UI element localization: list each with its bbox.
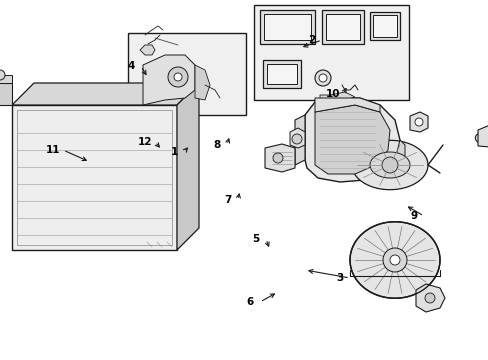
Polygon shape [294,115,305,165]
Text: 6: 6 [246,297,253,307]
Circle shape [389,255,399,265]
Polygon shape [314,105,389,174]
Polygon shape [264,144,294,172]
Text: 1: 1 [170,147,177,157]
Text: 12: 12 [138,137,152,147]
Circle shape [382,248,406,272]
Bar [369,12,399,40]
Text: 3: 3 [336,273,343,283]
Text: 7: 7 [224,195,231,205]
Bar [321,10,363,44]
Circle shape [414,118,422,126]
Polygon shape [319,92,354,100]
Polygon shape [0,75,12,83]
Polygon shape [140,45,155,55]
Text: 9: 9 [409,211,417,221]
Polygon shape [409,112,427,132]
Polygon shape [477,125,488,147]
Polygon shape [351,140,427,190]
Polygon shape [0,83,12,105]
Bar [266,64,296,84]
Text: 2: 2 [308,35,315,45]
Bar [372,15,396,37]
Polygon shape [314,98,379,112]
Bar [128,33,245,115]
Bar [253,5,408,100]
Text: 5: 5 [252,234,259,244]
Text: 8: 8 [213,140,220,150]
Circle shape [291,134,302,144]
Text: 4: 4 [127,61,134,71]
Circle shape [174,73,182,81]
Bar [264,14,310,40]
Polygon shape [12,83,199,105]
Bar [263,60,301,88]
Circle shape [424,293,434,303]
Polygon shape [177,83,199,250]
Bar [260,10,314,44]
Polygon shape [195,65,209,100]
Circle shape [314,70,330,86]
Polygon shape [289,128,305,148]
Text: 11: 11 [46,145,60,155]
Polygon shape [394,140,404,170]
Circle shape [381,157,397,173]
Polygon shape [142,55,195,105]
Polygon shape [369,152,409,178]
Polygon shape [305,98,399,182]
Polygon shape [12,105,177,250]
Bar [17,110,172,245]
Circle shape [168,67,187,87]
Polygon shape [349,222,439,298]
Circle shape [318,74,326,82]
Polygon shape [415,284,444,312]
Circle shape [0,70,5,80]
Text: 10: 10 [325,89,340,99]
Circle shape [272,153,283,163]
Bar [325,14,359,40]
